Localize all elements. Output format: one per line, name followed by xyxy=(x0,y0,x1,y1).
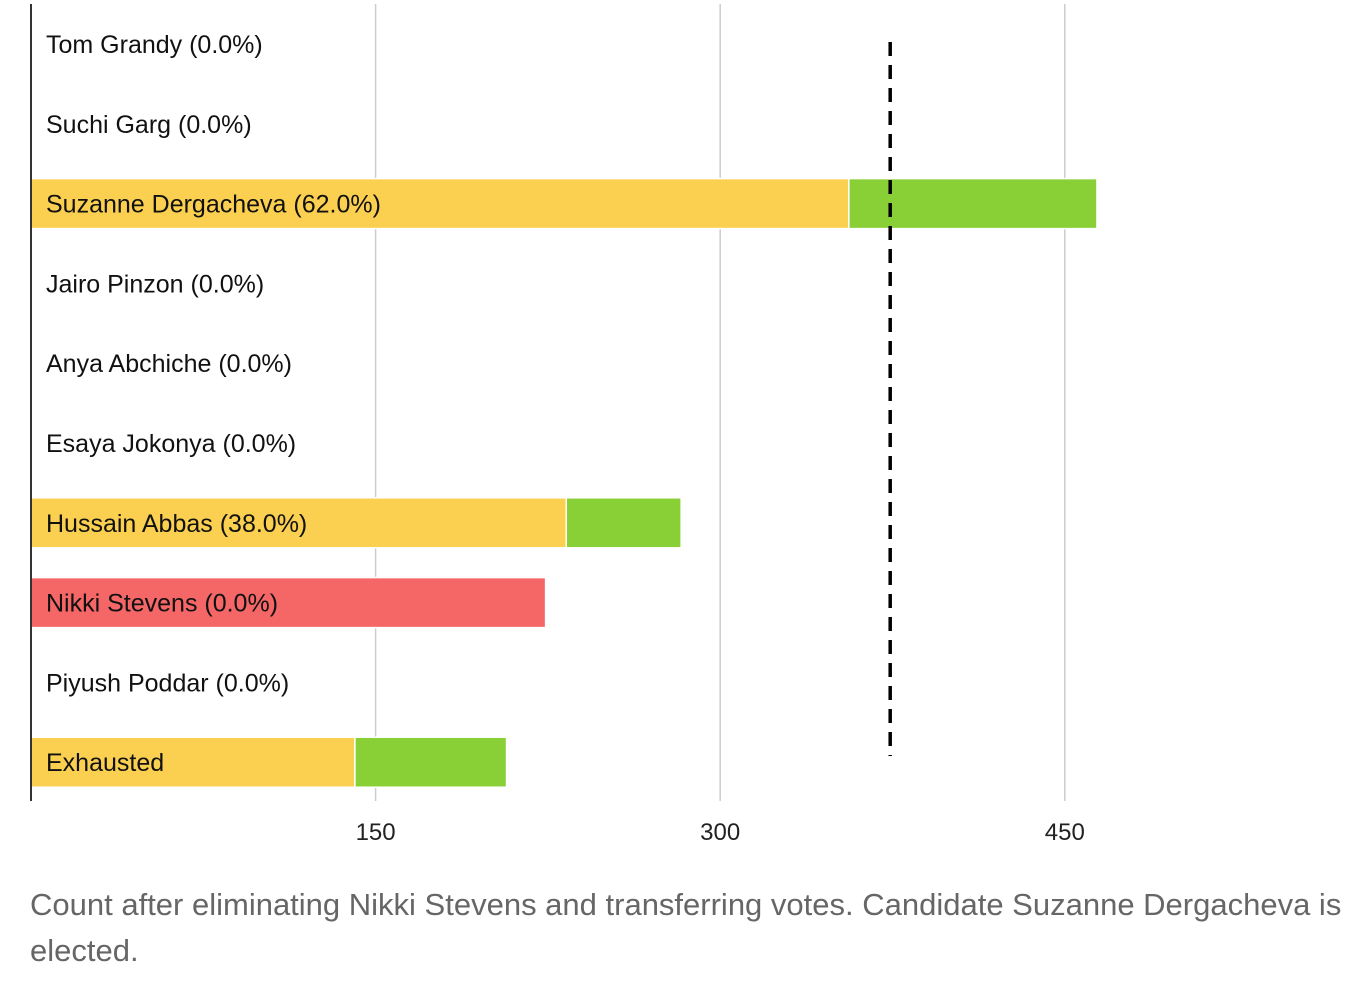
category-label-4: Anya Abchiche (0.0%) xyxy=(46,350,292,378)
bar-chart: Tom Grandy (0.0%) Suchi Garg (0.0%) Suzann… xyxy=(30,4,1098,846)
bar-eliminated-7 xyxy=(30,576,547,629)
x-tick-label-300: 300 xyxy=(700,819,740,846)
x-tick-label-450: 450 xyxy=(1045,819,1085,846)
bar-existing-6 xyxy=(30,497,568,549)
category-label-2: Suzanne Dergacheva (62.0%) xyxy=(46,191,381,219)
bar-transferred-6 xyxy=(565,497,682,549)
x-tick-label-150: 150 xyxy=(356,819,396,846)
bar-existing-2 xyxy=(30,177,850,230)
category-label-8: Piyush Poddar (0.0%) xyxy=(46,669,289,697)
category-label-6: Hussain Abbas (38.0%) xyxy=(46,510,307,538)
category-label-0: Tom Grandy (0.0%) xyxy=(46,31,263,59)
category-label-7: Nikki Stevens (0.0%) xyxy=(46,590,278,618)
category-label-9: Exhausted xyxy=(46,749,164,777)
category-label-3: Jairo Pinzon (0.0%) xyxy=(46,270,264,298)
category-label-5: Esaya Jokonya (0.0%) xyxy=(46,430,296,458)
category-label-1: Suchi Garg (0.0%) xyxy=(46,111,252,139)
bar-existing-9 xyxy=(30,736,356,788)
bar-transferred-2 xyxy=(848,177,1098,230)
chart-caption: Count after eliminating Nikki Stevens an… xyxy=(30,887,1342,968)
bar-transferred-9 xyxy=(354,736,508,788)
